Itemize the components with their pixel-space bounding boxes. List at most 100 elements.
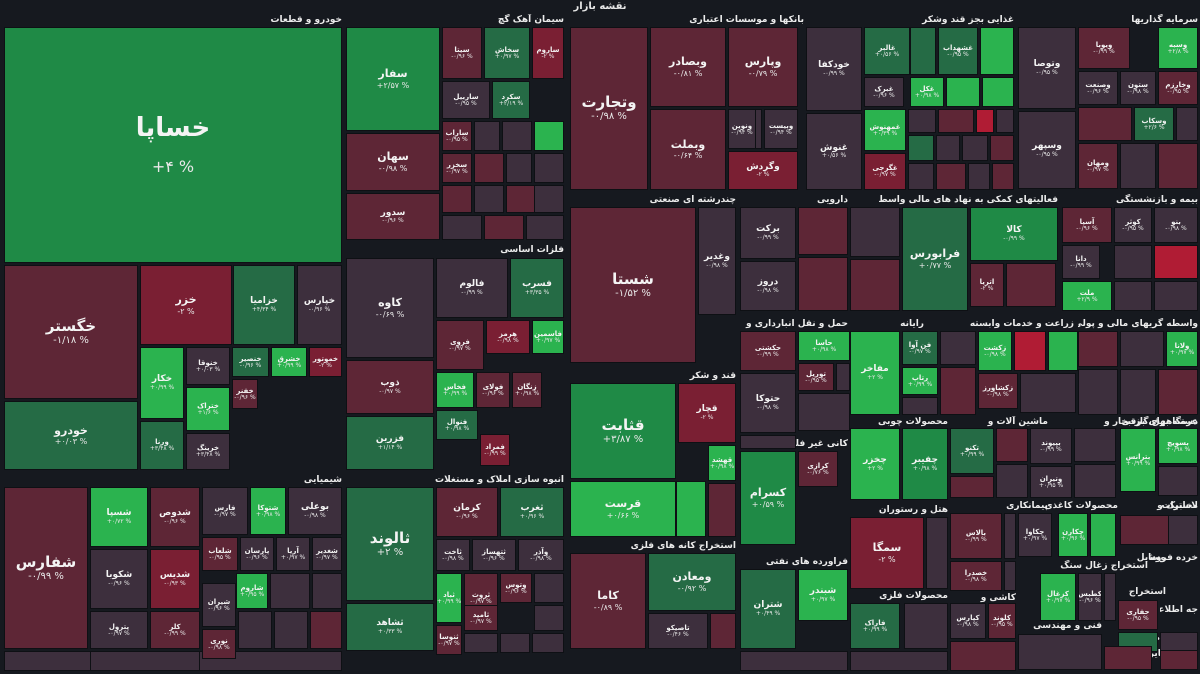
stock-tile[interactable]: سهان -۰/۹۸ % (346, 133, 440, 191)
market-tile[interactable] (962, 135, 988, 161)
market-tile[interactable] (836, 363, 850, 391)
stock-tile[interactable]: خپارس -۰/۹۶ % (297, 265, 342, 345)
stock-tile[interactable]: تکنو +۰/۹۹ % (950, 428, 994, 474)
stock-tile[interactable]: خگستر -۱/۱۸ % (4, 265, 138, 399)
stock-tile[interactable]: مفاخر +۲ % (850, 331, 900, 415)
market-tile[interactable] (1048, 331, 1078, 371)
stock-tile[interactable]: آسیا -۰/۹۶ % (1062, 207, 1112, 243)
stock-tile[interactable]: وسبه +۲/۸ % (1158, 27, 1198, 69)
market-tile[interactable] (1074, 464, 1116, 498)
stock-tile[interactable]: قهشد +۰/۹۸ % (708, 445, 736, 481)
market-tile[interactable] (1176, 107, 1198, 141)
market-tile[interactable] (676, 481, 706, 537)
market-tile[interactable] (982, 77, 1014, 107)
stock-tile[interactable]: وتیران +۰/۹۵ % (1030, 466, 1072, 498)
stock-tile[interactable]: شغدیر -۰/۹۷ % (312, 537, 342, 571)
stock-tile[interactable]: غنوش +۰/۵۶ % (806, 113, 862, 190)
market-tile[interactable] (798, 393, 850, 431)
stock-tile[interactable]: فخاس +۰/۹۹ % (436, 372, 474, 408)
market-tile[interactable] (442, 215, 482, 240)
market-tile[interactable] (850, 259, 900, 311)
stock-tile[interactable]: سکرد +۲/۱۹ % (492, 81, 530, 119)
stock-tile[interactable]: ساروم -۲ % (532, 27, 564, 79)
market-tile[interactable] (1018, 634, 1102, 670)
market-tile[interactable] (312, 573, 342, 609)
stock-tile[interactable]: غکل +۰/۹۸ % (910, 77, 944, 107)
stock-tile[interactable]: فولای -۰/۹۶ % (476, 372, 510, 408)
market-tile[interactable] (238, 611, 272, 649)
market-tile[interactable] (274, 611, 308, 649)
market-tile[interactable] (1114, 245, 1152, 279)
stock-tile[interactable]: شستا -۱/۵۲ % (570, 207, 696, 363)
stock-tile[interactable]: شاروم +۰/۹۵ % (236, 573, 268, 609)
market-tile[interactable] (996, 464, 1028, 498)
stock-tile[interactable]: کرازی -۰/۷۶ % (798, 451, 838, 487)
market-tile[interactable] (908, 109, 936, 133)
market-tile[interactable] (1158, 369, 1198, 415)
stock-tile[interactable]: دانا -۰/۹۹ % (1062, 245, 1100, 279)
stock-tile[interactable]: کالا -۰/۹۹ % (970, 207, 1058, 261)
market-tile[interactable] (996, 428, 1028, 462)
market-tile[interactable] (534, 121, 564, 151)
stock-tile[interactable]: خموتور -۲ % (309, 347, 342, 377)
market-tile[interactable] (442, 185, 472, 213)
stock-tile[interactable]: وآذر -۰/۹۸ % (518, 539, 564, 571)
market-tile[interactable] (474, 185, 504, 213)
stock-tile[interactable]: چکارن +۰/۹۶ % (1058, 513, 1088, 557)
market-tile[interactable] (950, 641, 1016, 671)
market-tile[interactable] (1006, 263, 1056, 307)
stock-tile[interactable]: قثابت +۳/۸۷ % (570, 383, 676, 479)
stock-tile[interactable]: ثغرب +۰/۹۶ % (500, 487, 564, 537)
market-tile[interactable] (938, 109, 974, 133)
market-tile[interactable] (798, 207, 848, 255)
market-tile[interactable] (976, 109, 994, 133)
stock-tile[interactable]: خنوقا +۰/۰۳ % (186, 347, 230, 385)
stock-tile[interactable]: کزغال +۰/۹۷ % (1040, 573, 1076, 621)
market-tile[interactable] (968, 163, 990, 190)
stock-tile[interactable]: حکشتی -۰/۹۹ % (740, 331, 796, 371)
market-tile[interactable] (980, 27, 1014, 75)
stock-tile[interactable]: آریا +۰/۹۷ % (276, 537, 310, 571)
stock-tile[interactable]: ومهان -۰/۹۷ % (1078, 143, 1118, 189)
market-tile[interactable] (1078, 107, 1132, 141)
stock-tile[interactable]: فروی -۰/۹۷ % (436, 320, 484, 370)
market-tile[interactable] (940, 367, 976, 415)
market-tile[interactable] (464, 633, 498, 653)
market-tile[interactable] (1104, 573, 1116, 621)
market-tile[interactable] (1078, 369, 1118, 415)
stock-tile[interactable]: بنو -۰/۹۸ % (1154, 207, 1198, 243)
market-tile[interactable] (1020, 373, 1076, 413)
stock-tile[interactable]: غمهنوش +۰/۳۹ % (864, 109, 906, 151)
market-tile[interactable] (708, 483, 736, 537)
stock-tile[interactable]: وصنعت -۰/۹۶ % (1078, 71, 1118, 105)
stock-tile[interactable]: کاما -۰/۸۹ % (570, 553, 646, 649)
stock-tile[interactable]: غشهداب -۰/۹۵ % (938, 27, 978, 75)
stock-tile[interactable]: وپارس -۰/۷۹ % (728, 27, 798, 107)
stock-tile[interactable]: ثاخت -۰/۹۸ % (436, 539, 470, 571)
stock-tile[interactable]: وتوصا -۰/۹۵ % (1018, 27, 1076, 109)
stock-tile[interactable]: شتوکا +۰/۹۸ % (250, 487, 286, 535)
market-tile[interactable] (1120, 143, 1156, 189)
market-tile[interactable] (902, 397, 938, 415)
stock-tile[interactable]: چخزر +۲ % (850, 428, 900, 500)
stock-tile[interactable]: وتجارت -۰/۹۸ % (570, 27, 648, 190)
market-tile[interactable] (1160, 650, 1198, 670)
market-tile[interactable] (1120, 331, 1164, 367)
stock-tile[interactable]: شکوبا -۰/۹۶ % (90, 549, 148, 609)
stock-tile[interactable]: ثشاهد +۰/۳۳ % (346, 603, 434, 651)
market-tile[interactable] (500, 633, 530, 653)
market-tile[interactable] (484, 215, 524, 240)
market-tile[interactable] (1104, 646, 1152, 670)
stock-tile[interactable]: فرابورس +۰/۷۷ % (902, 207, 968, 311)
stock-tile[interactable]: ومعادن -۰/۹۲ % (648, 553, 736, 611)
stock-tile[interactable]: بالاس -۰/۹۹ % (950, 513, 1002, 559)
stock-tile[interactable]: سفار +۲/۵۷ % (346, 27, 440, 131)
stock-tile[interactable]: بپیوند -۰/۹۹ % (1030, 428, 1072, 464)
stock-tile[interactable]: ونوین -۰/۹۴ % (728, 109, 756, 149)
stock-tile[interactable]: وتوس -۰/۹۶ % (500, 573, 532, 603)
stock-tile[interactable]: ستون -۰/۹۸ % (1120, 71, 1156, 105)
market-tile[interactable] (310, 611, 342, 649)
market-tile[interactable] (940, 331, 976, 365)
stock-tile[interactable]: شتران +۰/۴۹ % (740, 569, 796, 649)
stock-tile[interactable]: وبصادر -۰/۸۱ % (650, 27, 726, 107)
